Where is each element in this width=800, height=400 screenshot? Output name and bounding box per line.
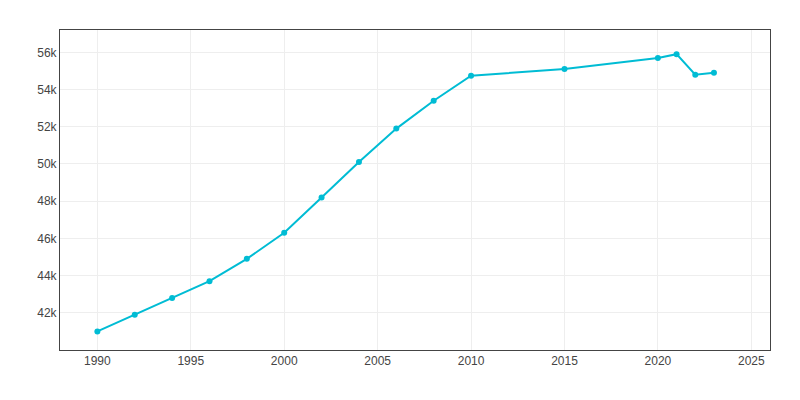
svg-text:2025: 2025 xyxy=(738,354,765,368)
svg-text:1995: 1995 xyxy=(177,354,204,368)
svg-text:2015: 2015 xyxy=(551,354,578,368)
svg-text:56k: 56k xyxy=(37,46,57,60)
svg-text:2020: 2020 xyxy=(645,354,672,368)
svg-text:42k: 42k xyxy=(37,306,57,320)
svg-text:44k: 44k xyxy=(37,269,57,283)
svg-text:48k: 48k xyxy=(37,194,57,208)
svg-text:2000: 2000 xyxy=(271,354,298,368)
svg-text:52k: 52k xyxy=(37,120,57,134)
svg-text:2010: 2010 xyxy=(458,354,485,368)
svg-text:1990: 1990 xyxy=(84,354,111,368)
svg-text:50k: 50k xyxy=(37,157,57,171)
svg-text:54k: 54k xyxy=(37,83,57,97)
svg-text:2005: 2005 xyxy=(364,354,391,368)
svg-text:46k: 46k xyxy=(37,232,57,246)
